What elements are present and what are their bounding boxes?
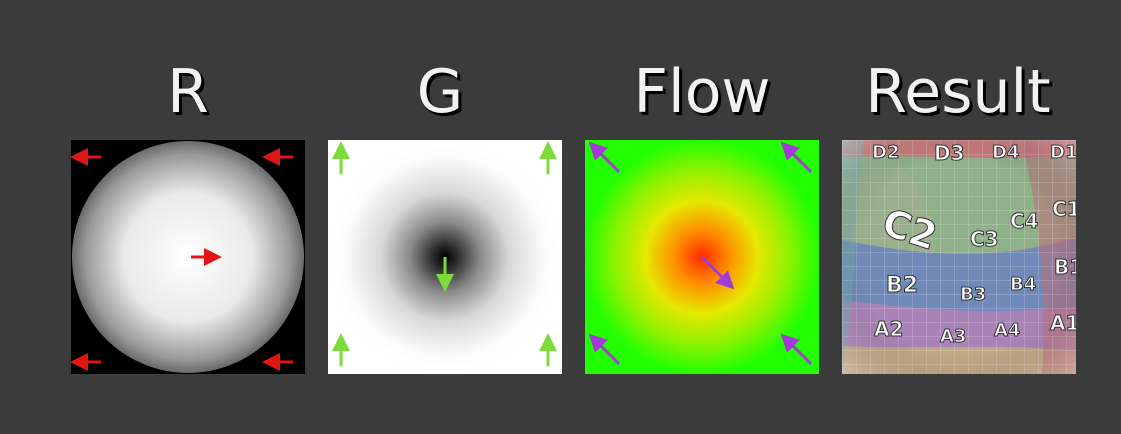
tile-a2: A2 bbox=[874, 317, 903, 341]
flow-arrow-top-right-icon bbox=[780, 141, 813, 174]
tile-b3: B3 bbox=[960, 284, 986, 305]
flow-arrow-top-left-icon bbox=[588, 141, 621, 174]
tile-c3: C3 bbox=[970, 227, 999, 251]
g-channel-image bbox=[328, 140, 562, 374]
tile-d3: D3 bbox=[934, 141, 965, 165]
result-image: D2 D3 D4 D1 C2 C3 C4 C1 B2 B3 B4 B1 A2 A… bbox=[842, 140, 1076, 374]
tile-d4: D4 bbox=[992, 142, 1019, 163]
r-channel-image bbox=[71, 140, 305, 374]
tile-a4: A4 bbox=[994, 320, 1020, 341]
flow-arrow-bottom-left-icon bbox=[588, 333, 621, 366]
flow-image bbox=[585, 140, 819, 374]
tile-b2: B2 bbox=[886, 273, 918, 298]
label-r: R bbox=[167, 57, 209, 127]
r-radial-gradient bbox=[72, 141, 304, 373]
tile-b4: B4 bbox=[1010, 274, 1036, 295]
label-flow: Flow bbox=[633, 57, 771, 127]
label-result: Result bbox=[865, 57, 1051, 127]
label-g: G bbox=[416, 57, 464, 127]
tile-d2: D2 bbox=[872, 142, 899, 163]
tile-a3: A3 bbox=[940, 326, 966, 347]
tile-b1: B1 bbox=[1054, 255, 1076, 279]
tile-c1: C1 bbox=[1052, 197, 1076, 221]
tile-d1: D1 bbox=[1050, 142, 1076, 163]
flow-arrow-bottom-right-icon bbox=[780, 333, 813, 366]
flow-panel bbox=[585, 140, 819, 374]
r-channel-panel bbox=[71, 140, 305, 374]
tile-c4: C4 bbox=[1010, 209, 1039, 233]
tile-a1: A1 bbox=[1050, 311, 1076, 335]
g-channel-panel bbox=[328, 140, 562, 374]
flow-arrow-center-icon bbox=[700, 255, 735, 290]
result-panel: D2 D3 D4 D1 C2 C3 C4 C1 B2 B3 B4 B1 A2 A… bbox=[842, 140, 1076, 374]
